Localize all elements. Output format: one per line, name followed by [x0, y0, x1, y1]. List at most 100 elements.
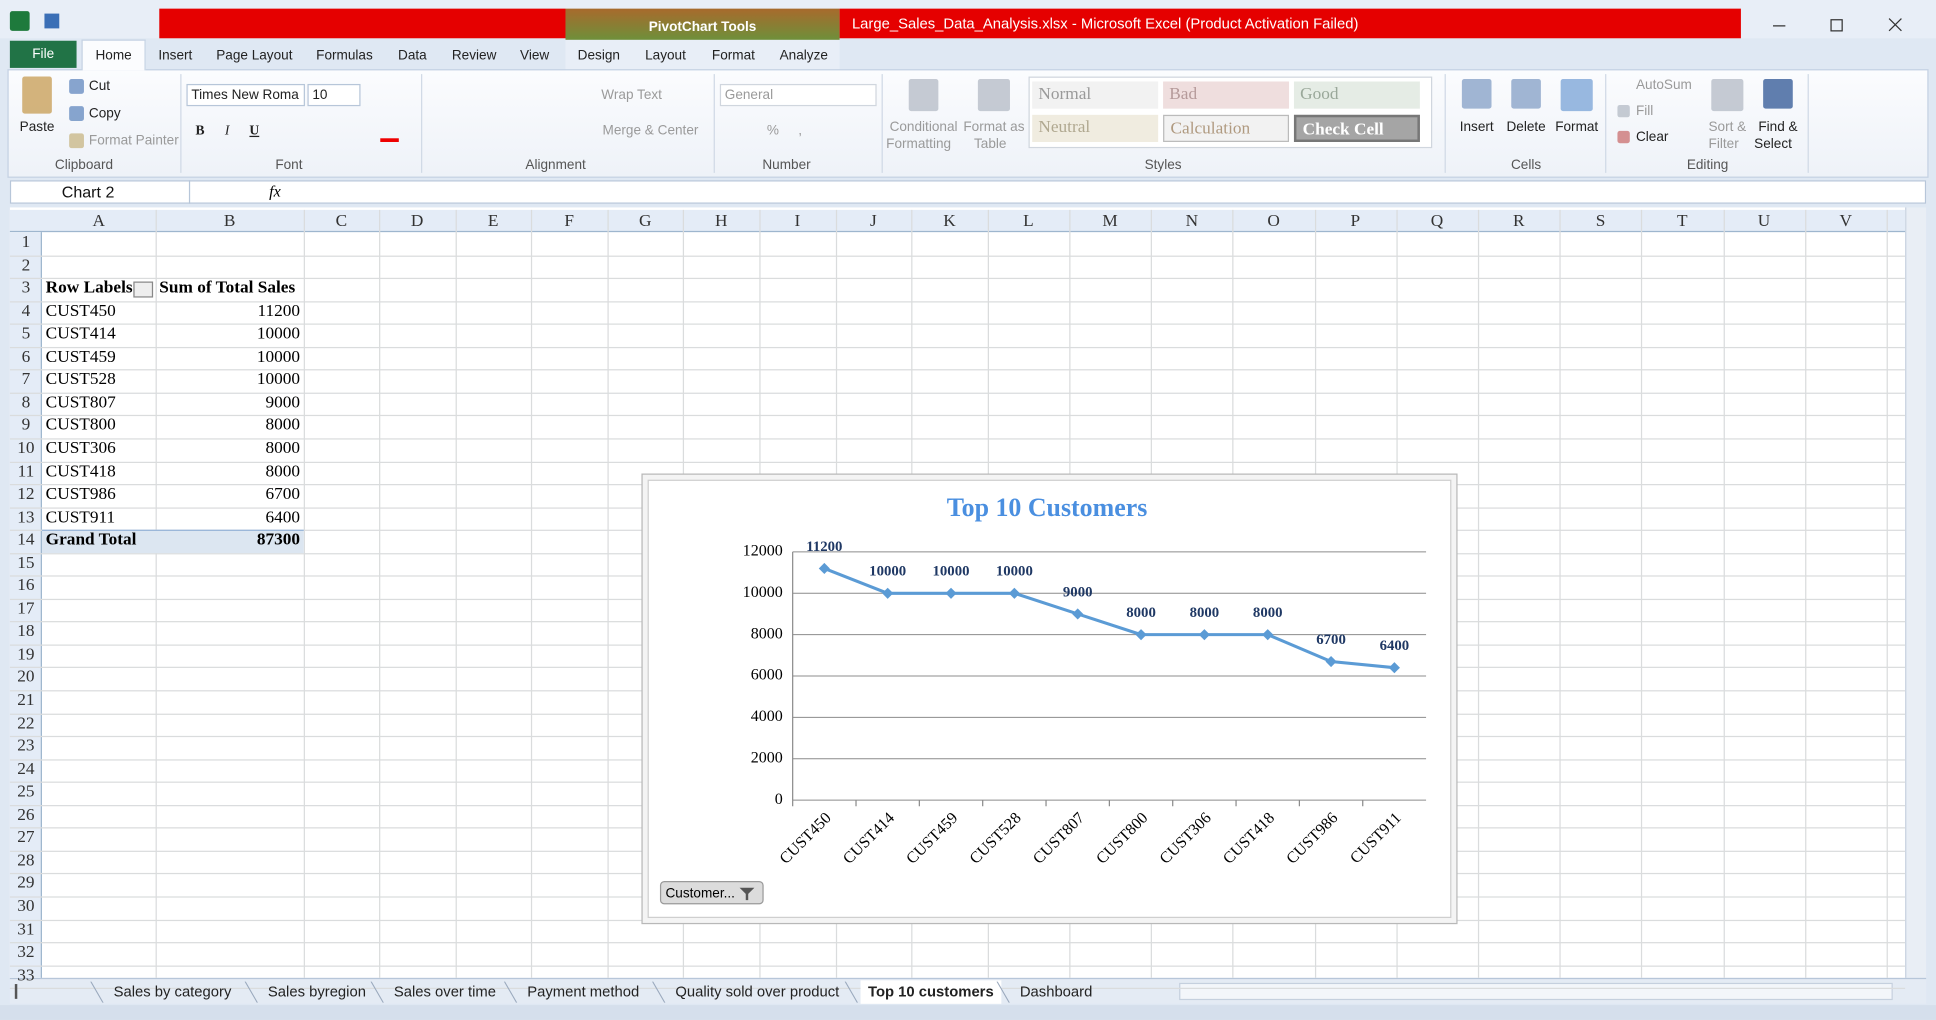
row-header[interactable]: 4	[21, 302, 31, 321]
row-header[interactable]: 20	[17, 668, 35, 688]
cell-style[interactable]: Good	[1293, 81, 1420, 109]
column-header[interactable]: F	[564, 212, 575, 231]
row-header[interactable]: 21	[17, 691, 35, 710]
ribbon-tab[interactable]: Home	[95, 48, 132, 63]
name-box-text[interactable]: Chart 2	[61, 182, 115, 202]
cell-style[interactable]: Neutral	[1032, 114, 1159, 142]
ribbon-label[interactable]: Copy	[88, 106, 121, 121]
name-box[interactable]	[10, 180, 191, 204]
ribbon-label[interactable]: Table	[973, 137, 1007, 152]
horizontal-scrollbar[interactable]	[1179, 982, 1893, 1001]
column-header[interactable]: E	[487, 212, 499, 231]
row-header[interactable]: 23	[17, 737, 35, 756]
ribbon-label[interactable]: Find &	[1758, 119, 1798, 135]
ribbon-tab[interactable]: Insert	[158, 48, 193, 63]
ribbon-tab[interactable]: Data	[398, 48, 427, 63]
pivot-filter-button[interactable]	[133, 281, 154, 298]
ribbon-label[interactable]: AutoSum	[1635, 77, 1692, 93]
row-header[interactable]: 16	[17, 576, 35, 596]
context-tab[interactable]: Analyze	[779, 48, 828, 63]
column-header[interactable]: U	[1757, 212, 1771, 231]
context-tab[interactable]: Design	[577, 48, 620, 63]
column-header[interactable]: Q	[1430, 212, 1444, 231]
row-header[interactable]: 10	[17, 439, 35, 458]
ribbon-label[interactable]: Delete	[1506, 119, 1546, 135]
ribbon-label[interactable]: Formatting	[886, 137, 952, 152]
ribbon-label[interactable]: B	[195, 123, 205, 139]
context-tab[interactable]: Layout	[645, 48, 686, 63]
row-header[interactable]: 26	[17, 805, 35, 825]
row-header[interactable]: 31	[17, 920, 35, 939]
column-header[interactable]: L	[1023, 212, 1034, 231]
row-header[interactable]: 1	[21, 233, 31, 252]
row-header[interactable]: 30	[17, 897, 35, 917]
column-header[interactable]: J	[870, 212, 877, 231]
column-header[interactable]: K	[943, 212, 956, 231]
cell-style[interactable]: Bad	[1163, 81, 1290, 109]
column-header[interactable]: I	[794, 212, 801, 231]
column-header[interactable]: G	[638, 212, 652, 231]
sheet-tab[interactable]: Sales over time	[393, 982, 496, 1001]
column-header[interactable]: A	[92, 212, 106, 231]
column-header[interactable]: C	[335, 212, 348, 231]
restore[interactable]	[1830, 19, 1843, 32]
row-header[interactable]: 25	[17, 783, 35, 802]
field-button[interactable]: Customer...	[659, 880, 764, 905]
row-header[interactable]: 22	[17, 714, 35, 733]
row-header[interactable]: 13	[17, 508, 35, 527]
row-header[interactable]: 8	[21, 393, 31, 413]
save-icon[interactable]	[44, 13, 60, 29]
ribbon-label[interactable]: Format as	[963, 119, 1025, 135]
ribbon-label[interactable]: %	[766, 123, 779, 139]
sheet-tab[interactable]: Payment method	[527, 982, 640, 1001]
ribbon-label[interactable]: ,	[798, 123, 802, 139]
ribbon-label[interactable]: Cut	[88, 79, 111, 94]
ribbon-label[interactable]: Insert	[1459, 119, 1494, 135]
ribbon-label[interactable]: U	[249, 123, 260, 139]
row-header[interactable]: 12	[17, 485, 35, 504]
row-header[interactable]: 28	[17, 851, 35, 871]
row-header[interactable]: 3	[21, 279, 31, 298]
column-header[interactable]: D	[410, 212, 424, 231]
row-header[interactable]: 32	[17, 943, 35, 962]
sheet-tab[interactable]: Quality sold over product	[675, 982, 840, 1001]
row-header[interactable]: 18	[17, 622, 35, 642]
row-header[interactable]: 15	[17, 553, 35, 573]
ribbon-label[interactable]: Filter	[1708, 137, 1739, 152]
row-header[interactable]: 2	[21, 256, 31, 275]
column-header[interactable]: V	[1839, 212, 1852, 231]
ribbon-tab[interactable]: Review	[451, 48, 497, 63]
ribbon-label[interactable]: Wrap Text	[601, 87, 662, 103]
row-header[interactable]: 24	[17, 760, 35, 779]
sheet-tab[interactable]: Dashboard	[1019, 982, 1093, 1001]
row-header[interactable]: 27	[17, 828, 35, 848]
ribbon-tab[interactable]: Page Layout	[216, 48, 293, 63]
row-header[interactable]: 5	[21, 324, 31, 344]
column-header[interactable]: T	[1676, 212, 1688, 231]
font-name-box[interactable]: Times New Roma	[186, 83, 305, 107]
ribbon-label[interactable]: Sort &	[1708, 119, 1747, 135]
ribbon-label[interactable]: Clear	[1635, 129, 1669, 145]
column-header[interactable]: H	[715, 212, 728, 231]
column-header[interactable]: S	[1595, 212, 1606, 231]
row-header[interactable]: 17	[17, 599, 35, 619]
tab-nav[interactable]	[14, 984, 84, 999]
window-controls[interactable]	[1753, 10, 1926, 40]
ribbon-tab[interactable]: Formulas	[316, 48, 373, 63]
row-header[interactable]: 6	[21, 347, 31, 367]
ribbon-label[interactable]: Fill	[1635, 103, 1654, 119]
row-header[interactable]: 11	[17, 462, 35, 481]
column-header[interactable]: P	[1350, 212, 1361, 231]
close[interactable]	[1888, 18, 1902, 32]
sheet-tab[interactable]: Sales byregion	[267, 982, 366, 1001]
column-header[interactable]: O	[1267, 212, 1280, 231]
number-format-box[interactable]: General	[719, 83, 877, 107]
ribbon-label[interactable]: Conditional	[889, 119, 958, 135]
vertical-scrollbar[interactable]	[1905, 207, 1927, 978]
ribbon-label[interactable]: Merge & Center	[602, 123, 699, 139]
ribbon-label[interactable]: Paste	[19, 119, 55, 135]
ribbon-label[interactable]: Format Painter	[88, 133, 179, 149]
row-header[interactable]: 19	[17, 645, 35, 665]
file-tab[interactable]: File	[9, 40, 77, 68]
column-header[interactable]: N	[1185, 212, 1199, 231]
